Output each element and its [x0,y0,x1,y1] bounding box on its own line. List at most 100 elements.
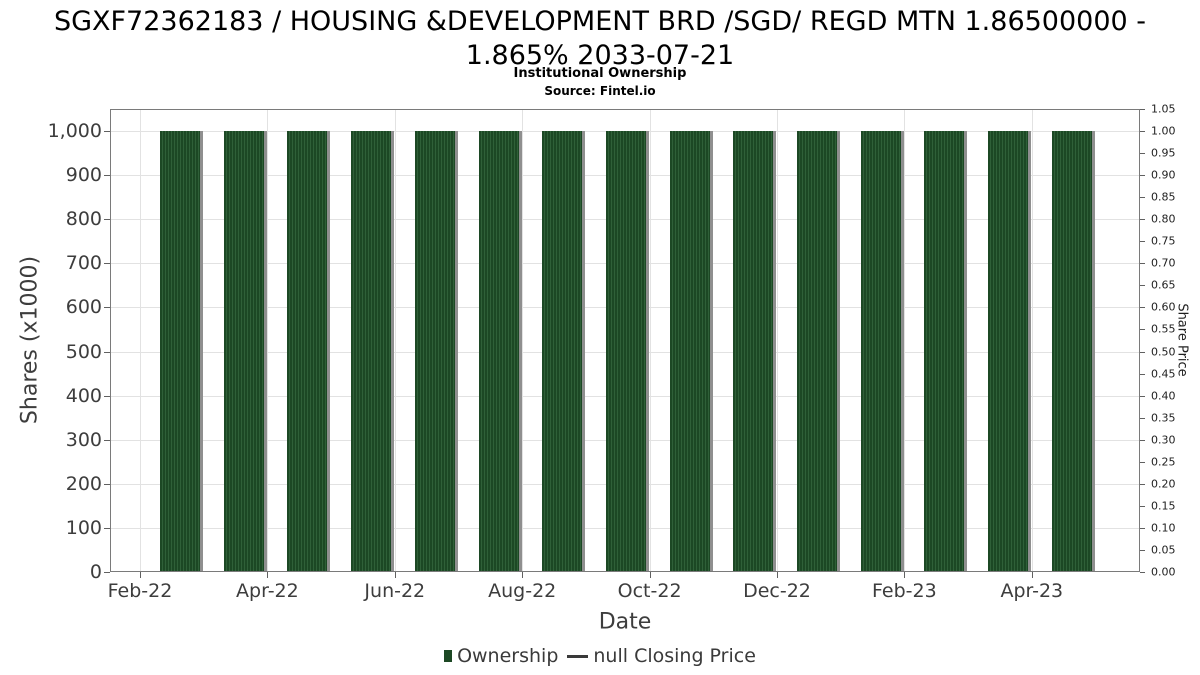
legend-item-ownership: Ownership [444,645,558,667]
ownership-bar[interactable] [160,131,203,572]
left-axis-tick [104,307,110,309]
ownership-bar[interactable] [1051,131,1095,572]
price-axis-tick [1140,351,1145,353]
ownership-bar[interactable] [351,131,395,572]
ownership-bar[interactable] [605,131,649,572]
left-axis-tick-label: 700 [65,252,102,275]
price-axis-tick [1140,219,1145,221]
price-axis-tick-label: 0.95 [1151,146,1176,160]
price-axis-tick [1140,439,1145,441]
left-axis-tick-label: 600 [65,296,102,319]
price-axis-tick-label: 0.60 [1151,300,1176,314]
left-axis-tick [104,175,110,177]
price-axis-tick-label: 1.05 [1151,102,1176,116]
price-axis-tick [1140,175,1145,177]
x-axis-title: Date [598,609,652,635]
left-axis-tick [104,219,110,221]
left-axis-tick-label: 300 [65,428,102,451]
left-axis-tick-label: 0 [89,561,102,583]
left-axis-tick [104,395,110,397]
left-axis-tick [104,527,110,529]
x-axis-tick-label: Oct-22 [617,580,682,602]
price-axis-tick [1140,285,1145,287]
chart-source: Source: Fintel.io [544,84,656,98]
price-axis-tick [1140,109,1145,110]
ownership-bar[interactable] [988,131,1032,572]
left-axis-tick-label: 400 [65,384,102,407]
left-axis-tick-label: 200 [65,472,102,495]
ownership-bar[interactable] [797,131,840,572]
x-axis-tick [777,572,778,578]
right-axis-title: Share Price [1174,303,1190,377]
price-axis-tick-label: 0.15 [1151,499,1176,513]
left-axis-tick [104,263,110,265]
v-gridline [1031,109,1033,572]
x-axis-tick [904,572,906,578]
ownership-bar[interactable] [223,131,267,572]
price-axis-tick-label: 0.40 [1151,389,1176,403]
price-axis-tick [1140,461,1145,463]
x-axis-tick-label: Feb-22 [107,580,173,602]
left-axis-tick-label: 500 [65,340,102,363]
price-axis-tick [1140,527,1145,529]
price-axis-tick-label: 0.90 [1151,168,1176,182]
left-axis-tick [104,131,110,133]
price-axis-tick-label: 0.00 [1151,565,1176,579]
price-axis-tick [1140,329,1145,331]
price-axis-tick [1140,307,1145,309]
ownership-bar-swatch-icon [444,650,453,662]
ownership-bar[interactable] [414,131,458,572]
left-axis-tick [104,572,110,573]
price-axis-tick [1140,263,1145,265]
ownership-bar[interactable] [733,131,777,572]
legend: Ownership null Closing Price [0,645,1200,667]
x-axis-tick-label: Aug-22 [488,580,557,602]
price-axis-tick [1140,572,1145,573]
left-axis-tick [104,483,110,485]
legend-item-closing-price: null Closing Price [558,645,756,667]
price-axis-tick-label: 0.10 [1151,521,1176,535]
price-axis-tick-label: 0.05 [1151,543,1176,557]
price-axis-tick-label: 0.45 [1151,367,1176,381]
left-axis-tick-label: 1,000 [47,120,102,143]
price-axis-tick [1140,483,1145,485]
x-axis-tick [649,572,651,578]
ownership-bar[interactable] [669,131,713,572]
price-axis-tick [1140,373,1145,375]
left-axis-title: Shares (x1000) [17,255,43,425]
ownership-bar[interactable] [860,131,904,572]
chart-title: SGXF72362183 / HOUSING &DEVELOPMENT BRD … [0,5,1200,73]
left-axis-tick [104,439,110,441]
price-axis-tick [1140,417,1145,419]
left-axis-tick-label: 100 [65,516,102,539]
price-axis-tick-label: 0.65 [1151,278,1176,292]
x-axis-tick [267,572,269,578]
x-axis-tick-label: Jun-22 [364,580,426,602]
ownership-bar[interactable] [924,131,968,572]
price-axis-tick-label: 0.70 [1151,256,1176,270]
left-axis-tick-label: 800 [65,208,102,231]
price-axis-tick-label: 0.20 [1151,477,1176,491]
x-axis-tick [1031,572,1033,578]
left-axis-tick [104,351,110,353]
price-axis-tick [1140,241,1145,243]
v-gridline [777,109,778,572]
chart-subtitle: Institutional Ownership [513,66,687,81]
legend-ownership-label: Ownership [457,645,559,667]
price-axis-tick-label: 1.00 [1151,124,1176,138]
x-axis-tick-label: Feb-23 [872,580,937,602]
plot-area [110,109,1140,572]
v-gridline [904,109,906,572]
ownership-bar[interactable] [287,131,331,572]
price-axis-tick-label: 0.75 [1151,234,1176,248]
ownership-bar[interactable] [478,131,522,572]
ownership-bar[interactable] [542,131,586,572]
v-gridline [267,109,269,572]
legend-closing-price-label: null Closing Price [593,645,756,667]
v-gridline [522,109,524,572]
v-gridline [394,109,396,572]
price-axis-tick-label: 0.35 [1151,411,1176,425]
left-axis-tick-label: 900 [65,164,102,187]
price-axis-tick [1140,131,1145,133]
